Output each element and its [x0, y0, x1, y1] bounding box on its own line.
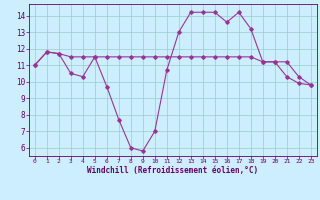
X-axis label: Windchill (Refroidissement éolien,°C): Windchill (Refroidissement éolien,°C) — [87, 166, 258, 175]
